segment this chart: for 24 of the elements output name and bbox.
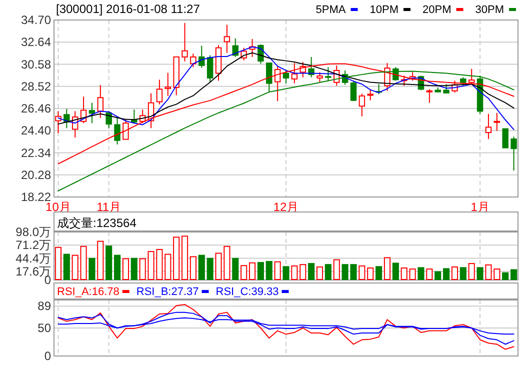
y-tick-label: 28.52 <box>20 79 52 94</box>
y-tick-label: 22.34 <box>20 146 52 160</box>
legend-label: 20PM <box>422 4 452 16</box>
legend-label: RSI_B:27.37 <box>136 286 199 298</box>
legend-label: RSI_C:39.33 <box>216 286 279 298</box>
y-tick-label: 24.40 <box>20 124 52 138</box>
legend-label: 5PMA <box>316 4 346 16</box>
y-tick-label: 0 <box>44 349 52 363</box>
y-tick-label: 30.58 <box>20 57 52 72</box>
y-tick-label: 18.22 <box>20 190 52 204</box>
legend-label: RSI_A:16.78 <box>57 286 120 298</box>
y-tick-label: 34.70 <box>20 13 52 27</box>
y-tick-label: 20.28 <box>20 168 52 182</box>
y-tick-label: 50 <box>38 321 52 335</box>
y-tick-label: 89 <box>38 299 52 314</box>
y-tick-label: 44.4万 <box>16 251 51 266</box>
y-tick-label: 32.64 <box>20 35 52 50</box>
y-tick-label: 71.2万 <box>16 238 51 252</box>
chart-title: 成交量:123564 <box>57 216 137 230</box>
legend-label: 30PM <box>475 4 504 16</box>
chart-title: [300001] 2016-01-08 11:27 <box>56 2 200 16</box>
y-tick-label: 98.0万 <box>16 225 51 239</box>
legend-label: 10PM <box>370 4 398 16</box>
y-tick-label: 26.46 <box>20 102 52 116</box>
